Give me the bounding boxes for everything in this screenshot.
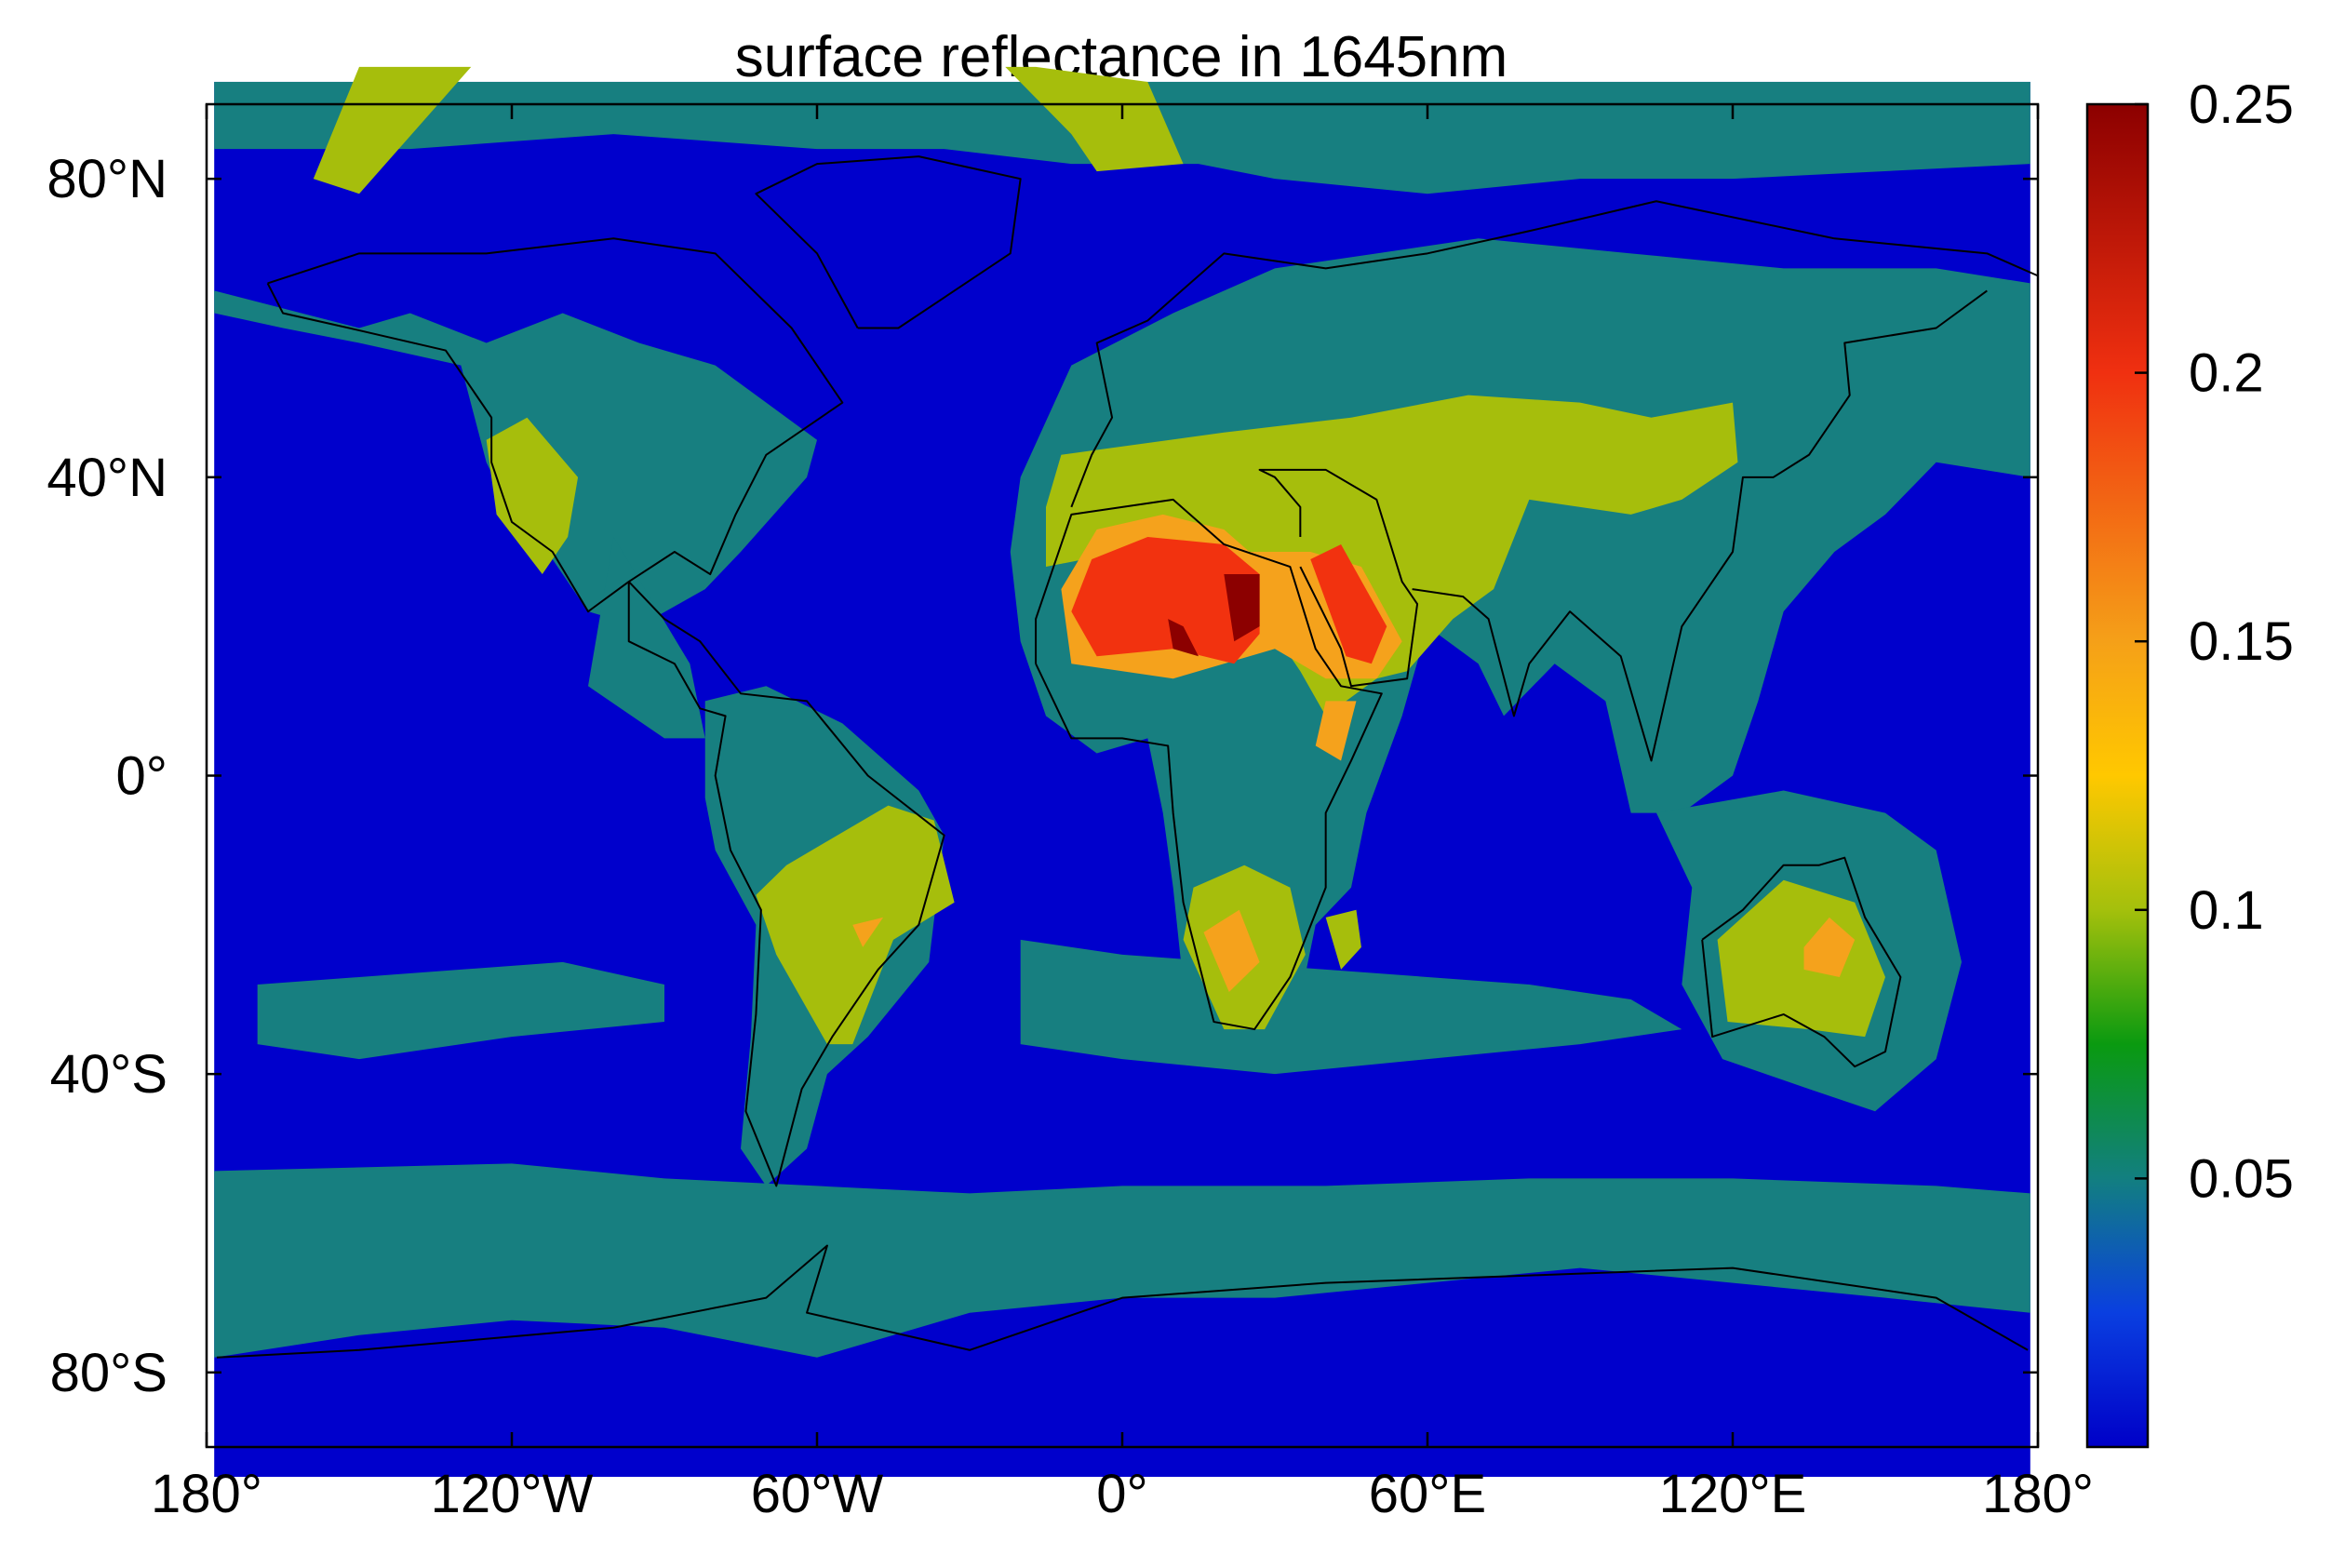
- y-tick-label: 40°N: [47, 448, 168, 508]
- y-tick-label: 40°S: [50, 1044, 168, 1105]
- contour-region-3: [1046, 395, 1738, 717]
- x-tick-label: 0°: [1096, 1464, 1147, 1524]
- contour-band-teal-8: [214, 1163, 2030, 1358]
- coastline-4: [1258, 468, 1419, 688]
- contour-region-14: [1310, 543, 1387, 664]
- colorbar-tick-label: 0.2: [2189, 343, 2264, 404]
- contour-region-16: [1168, 619, 1199, 657]
- x-tick-label: 180°: [151, 1464, 262, 1524]
- x-tick-label: 120°W: [431, 1464, 594, 1524]
- x-axis-ticks: 180° 120°W 60°W 0° 60°E 120°E 180°: [151, 104, 2094, 1524]
- coastline-5: [1412, 289, 1988, 762]
- coastline-3: [1035, 498, 1383, 1031]
- colorbar: 0.05 0.1 0.15 0.2 0.25: [2085, 74, 2294, 1449]
- colorbar-tick-label: 0.05: [2189, 1148, 2294, 1209]
- contour-region-0: [313, 66, 472, 194]
- coastline-2: [1070, 200, 2039, 508]
- x-tick-label: 120°E: [1659, 1464, 1807, 1524]
- contour-band-teal-2: [588, 536, 705, 739]
- contour-region-13: [1071, 536, 1260, 664]
- contour-region-7: [1325, 909, 1361, 970]
- y-tick-label: 80°N: [47, 149, 168, 209]
- y-axis-ticks: 80°N 40°N 0° 40°S 80°S: [47, 149, 2038, 1403]
- coastline-6: [1701, 856, 1902, 1068]
- contour-band-teal-6: [257, 961, 664, 1060]
- y-tick-label: 80°S: [50, 1343, 168, 1403]
- contour-region-1: [1005, 66, 1184, 172]
- colorbar-bar: [2085, 102, 2150, 1449]
- contour-region-11: [1203, 909, 1260, 992]
- x-tick-label: 60°W: [751, 1464, 884, 1524]
- colorbar-tick-label: 0.25: [2189, 74, 2294, 135]
- x-tick-label: 180°: [1982, 1464, 2094, 1524]
- coastline-1: [755, 155, 1022, 329]
- colorbar-tick-label: 0.1: [2189, 880, 2264, 941]
- contour-region-2: [486, 417, 579, 575]
- contour-region-9: [1315, 701, 1357, 761]
- coastline-7: [216, 1244, 2029, 1359]
- contour-region-15: [1224, 574, 1260, 642]
- x-tick-label: 60°E: [1369, 1464, 1486, 1524]
- colorbar-tick-label: 0.15: [2189, 611, 2294, 672]
- contour-region-12: [1803, 917, 1856, 977]
- contour-region-6: [1717, 879, 1885, 1038]
- coastline-0: [266, 237, 945, 1187]
- map-plot-area: [214, 66, 2039, 1478]
- y-tick-label: 0°: [116, 746, 168, 807]
- contour-region-10: [852, 917, 884, 947]
- contour-band-teal-7: [1020, 939, 1682, 1075]
